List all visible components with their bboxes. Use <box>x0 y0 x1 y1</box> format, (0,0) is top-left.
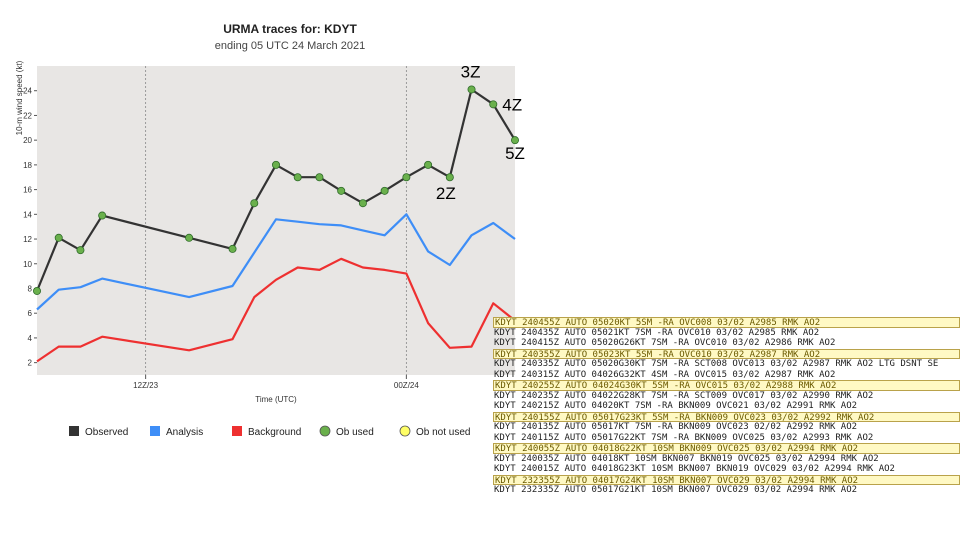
data-point-observed <box>228 244 237 253</box>
data-point-observed <box>250 199 259 208</box>
data-point-observed <box>380 186 389 195</box>
series-line-background <box>36 257 516 363</box>
y-tick-label: 20 <box>23 136 32 145</box>
data-point-observed <box>54 233 63 242</box>
metar-report: KDYT 240015Z AUTO 04018G23KT 10SM BKN007… <box>494 464 895 474</box>
data-point-observed <box>358 199 367 208</box>
metar-report: KDYT 240255Z AUTO 04024G30KT 5SM -RA OVC… <box>493 380 960 391</box>
data-point-observed <box>293 173 302 182</box>
legend-label: Analysis <box>166 427 203 438</box>
legend-label: Ob used <box>336 427 374 438</box>
y-axis-label: 10-m wind speed (kt) <box>15 60 24 135</box>
hour-label: 4Z <box>502 95 522 114</box>
metar-report: KDYT 240335Z AUTO 05020G30KT 7SM -RA SCT… <box>494 359 939 369</box>
metar-report: KDYT 232355Z AUTO 04017G24KT 10SM BKN007… <box>493 474 960 486</box>
metar-report: KDYT 240155Z AUTO 05017G23KT 5SM -RA BKN… <box>493 411 960 423</box>
metar-report: KDYT 240355Z AUTO 05023KT 5SM -RA OVC010… <box>493 348 960 360</box>
y-tick-label: 18 <box>23 161 32 170</box>
metar-report: KDYT 240215Z AUTO 04020KT 7SM -RA BKN009… <box>494 401 858 411</box>
metar-report: KDYT 232335Z AUTO 05017G21KT 10SM BKN007… <box>494 485 858 495</box>
y-tick-label: 2 <box>28 359 33 368</box>
data-point-observed <box>33 286 42 295</box>
metar-report: KDYT 240055Z AUTO 04018G22KT 10SM BKN009… <box>493 443 960 454</box>
legend-label: Observed <box>85 427 128 438</box>
series-group <box>33 85 519 363</box>
y-tick-label: 8 <box>28 284 33 293</box>
metar-report: KDYT 240235Z AUTO 04022G28KT 7SM -RA SCT… <box>494 390 874 401</box>
data-point-observed <box>76 246 85 255</box>
hour-label: 2Z <box>436 184 456 203</box>
y-tick-label: 4 <box>28 334 33 343</box>
data-point-observed <box>185 233 194 242</box>
metar-report: KDYT 240035Z AUTO 04018KT 10SM BKN007 BK… <box>494 453 879 464</box>
data-point-observed <box>424 160 433 169</box>
series-line-analysis <box>36 213 516 311</box>
metar-list: KDYT 240455Z AUTO 05020KT 5SM -RA OVC008… <box>493 317 960 540</box>
y-tick-label: 14 <box>23 210 32 219</box>
data-point-observed <box>98 211 107 220</box>
legend-label: Ob not used <box>416 427 470 438</box>
data-point-observed <box>445 173 454 182</box>
metar-report: KDYT 240415Z AUTO 05020G26KT 7SM -RA OVC… <box>494 338 836 348</box>
point-labels: 2Z 3Z 4Z 5Z <box>436 62 525 203</box>
y-tick-label: 16 <box>23 186 32 195</box>
legend-swatch <box>319 425 331 437</box>
data-point-observed <box>315 173 324 182</box>
x-tick-label: 12Z/23 <box>133 381 158 390</box>
x-tick-label: 00Z/24 <box>394 381 419 390</box>
data-point-observed <box>489 100 498 109</box>
data-point-observed <box>337 186 346 195</box>
y-tick-label: 24 <box>23 87 32 96</box>
legend-label: Background <box>248 427 301 438</box>
x-axis: 12Z/23 00Z/24 <box>133 66 419 390</box>
legend-swatch <box>150 426 160 436</box>
chart-subtitle: ending 05 UTC 24 March 2021 <box>215 40 365 52</box>
metar-report: KDYT 240135Z AUTO 05017KT 7SM -RA BKN009… <box>494 422 858 432</box>
legend-swatch <box>399 425 411 437</box>
hour-label: 3Z <box>461 62 481 81</box>
metar-report: KDYT 240455Z AUTO 05020KT 5SM -RA OVC008… <box>493 317 960 328</box>
data-point-observed <box>510 136 519 145</box>
chart-title: URMA traces for: KDYT <box>223 22 357 36</box>
data-point-observed <box>467 85 476 94</box>
y-tick-label: 12 <box>23 235 32 244</box>
legend-swatch <box>69 426 79 436</box>
metar-report: KDYT 240315Z AUTO 04026G32KT 4SM -RA OVC… <box>494 369 836 380</box>
data-point-observed <box>402 173 411 182</box>
metar-report: KDYT 240115Z AUTO 05017G22KT 7SM -RA BKN… <box>494 432 874 443</box>
legend: Observed Analysis Background Ob used Ob not … <box>69 425 470 438</box>
hour-label: 5Z <box>505 144 525 163</box>
y-tick-label: 10 <box>23 260 32 269</box>
y-tick-label: 22 <box>23 111 32 120</box>
data-point-observed <box>271 160 280 169</box>
metar-report: KDYT 240435Z AUTO 05021KT 7SM -RA OVC010… <box>494 327 820 338</box>
x-axis-label: Time (UTC) <box>255 395 297 404</box>
y-tick-label: 6 <box>28 309 33 318</box>
legend-swatch <box>232 426 242 436</box>
